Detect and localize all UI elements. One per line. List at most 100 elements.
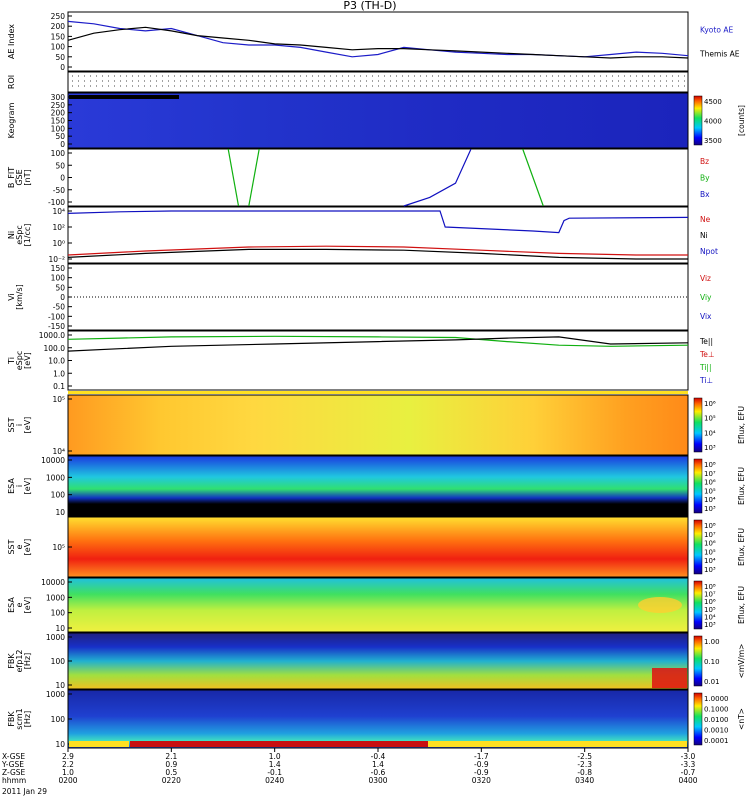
bfit-ylabel-0: B_FIT xyxy=(7,167,16,188)
fbk_b-spectrogram xyxy=(68,690,688,748)
keogram-cbtick-1: 4000 xyxy=(704,118,722,126)
keogram-ytick-2: 100 xyxy=(51,124,66,133)
panel-bfit: B_FIT GSE [nT] -100 -50 0 50 100 Bz By Bx xyxy=(7,148,710,207)
esa_i-cbtick-1: 10⁷ xyxy=(704,470,716,478)
fbk_e-ytick-0: 10 xyxy=(55,681,65,690)
panel-roi: ROI xyxy=(7,71,689,93)
fbk_b-ylabel-0: FBK xyxy=(7,711,16,727)
temperature-ytick-1: 1.0 xyxy=(53,369,65,378)
time-tick-y-3: 1.4 xyxy=(372,760,384,769)
velocity-ylabel-0: Vi xyxy=(7,293,16,301)
esa_i-cbtick-3: 10⁵ xyxy=(704,487,716,495)
velocity-ytick-6: 150 xyxy=(51,264,66,273)
bfit-ylabel-1: GSE xyxy=(15,169,24,185)
time-row-label-0: X-GSE xyxy=(2,752,25,761)
sst_e-cbtick-4: 10⁴ xyxy=(704,557,716,565)
esa_e-ytick-3: 10000 xyxy=(41,578,65,587)
esa_i-ylabel-2: [eV] xyxy=(23,478,32,495)
chart-title: P3 (TH-D) xyxy=(343,0,396,12)
sst_i-cblabel: Eflux, EFU xyxy=(737,406,746,444)
esa_e-cbtick-0: 10⁸ xyxy=(704,583,716,591)
sst_e-spectrogram xyxy=(68,517,688,577)
panel-esa_i: ESA i [eV] 10 100 1000 10000 10⁸10⁷10⁶10⁵10⁴10³… xyxy=(7,455,746,517)
keogram-ylabel-0: Keogram xyxy=(7,102,16,138)
bfit-series-1 xyxy=(248,148,260,207)
bfit-series-2 xyxy=(403,148,472,207)
time-row-label-2: Z-GSE xyxy=(2,768,26,777)
temperature-legend-2: Ti|| xyxy=(699,363,712,372)
time-row-label-1: Y-GSE xyxy=(1,760,24,769)
time-tick-x-4: -1.7 xyxy=(474,752,489,761)
panel-sst_i: SST i [eV] 10⁴ 10⁵ 10⁶ 10⁵ 10⁴ 10³ Eflux, EFU xyxy=(7,394,746,456)
sst_e-ylabel-1: e xyxy=(15,544,24,549)
temperature-ylabel-0: Ti xyxy=(7,357,16,365)
velocity-ytick-2: -50 xyxy=(53,303,65,312)
fbk_e-ytick-2: 1000 xyxy=(46,633,65,642)
time-tick-x-1: 2.1 xyxy=(165,752,177,761)
density-series-0 xyxy=(67,210,689,234)
sst_i-cbtick-1: 10⁵ xyxy=(704,415,716,423)
keogram-ytick-1: 50 xyxy=(55,132,65,141)
bfit-ytick-0: -100 xyxy=(48,198,65,207)
temperature-series-1 xyxy=(67,336,689,352)
panel-esa_e: ESA e [eV] 10 100 1000 10000 10⁸10⁷10⁶10⁵10⁴10³… xyxy=(7,577,746,633)
sst_i-cbtick-2: 10⁴ xyxy=(704,429,716,437)
sst_i-ylabel-0: SST xyxy=(7,417,16,432)
esa_i-ytick-3: 10000 xyxy=(41,456,65,465)
esa_e-cbtick-5: 10³ xyxy=(704,621,716,629)
fbk_e-cblabel: <mV/m> xyxy=(737,644,746,679)
sst_i-frame xyxy=(67,394,689,456)
sst_i-ylabel-1: i xyxy=(15,424,24,426)
temperature-frame xyxy=(67,330,689,391)
time-axis: 2.92.21.002002.10.90.502201.01.4-0.10240… xyxy=(1,748,698,796)
esa_e-ylabel-1: e xyxy=(15,602,24,607)
time-tick-z-1: 0.5 xyxy=(165,768,177,777)
esa_e-ylabel-0: ESA xyxy=(7,597,16,613)
sst_i-cbtick-0: 10⁶ xyxy=(704,400,716,408)
time-tick-x-2: 1.0 xyxy=(269,752,281,761)
bfit-series-3 xyxy=(522,148,544,207)
sst_i-cbtick-3: 10³ xyxy=(704,444,716,452)
esa_e-colorbar xyxy=(693,580,703,630)
bfit-legend-1: By xyxy=(700,174,710,183)
fbk_b-cbtick-1: 0.1000 xyxy=(704,706,729,714)
time-tick-z-6: -0.7 xyxy=(681,768,696,777)
fbk_e-colorbar xyxy=(693,635,703,687)
esa_i-colorbar xyxy=(693,458,703,514)
fbk_e-ylabel-0: FBK xyxy=(7,653,16,669)
roi-frame xyxy=(67,71,689,93)
temperature-series-0 xyxy=(67,335,689,347)
keogram-cbtick-0: 4500 xyxy=(704,98,722,106)
esa_e-ylabel-2: [eV] xyxy=(23,597,32,614)
esa_e-frame xyxy=(67,577,689,633)
panel-temperature: Ti eSpc [eV] 0.1 1.0 10.0 100.0 1000.0 Te|| Te⊥ Ti… xyxy=(7,330,714,391)
esa_i-ylabel-1: i xyxy=(15,485,24,487)
fbk_b-cbtick-0: 1.0000 xyxy=(704,695,729,703)
velocity-ytick-1: -100 xyxy=(48,312,65,321)
time-tick-y-4: -0.9 xyxy=(474,760,489,769)
sst_e-ytick-0: 10⁵ xyxy=(52,543,65,552)
time-tick-hhmm-2: 0240 xyxy=(265,776,284,785)
esa_i-ytick-0: 10 xyxy=(55,508,65,517)
density-legend-0: Ne xyxy=(700,215,711,224)
fbk-e-block xyxy=(652,668,687,688)
esa_e-cbtick-4: 10⁴ xyxy=(704,613,716,621)
keogram-spectrogram xyxy=(68,93,688,148)
esa_i-spectrogram xyxy=(68,456,688,516)
esa_i-frame xyxy=(67,455,689,517)
bfit-frame xyxy=(67,148,689,207)
time-tick-z-3: -0.6 xyxy=(371,768,386,777)
temperature-legend-0: Te|| xyxy=(699,337,713,346)
sst_e-cblabel: Eflux, EFU xyxy=(737,528,746,566)
velocity-ytick-3: 0 xyxy=(60,293,65,302)
sst_e-cbtick-0: 10⁸ xyxy=(704,522,716,530)
bfit-series-0 xyxy=(227,148,240,207)
ae-ytick-1: 50 xyxy=(55,53,65,62)
time-row-label-3: hhmm xyxy=(2,776,26,785)
velocity-ytick-0: -150 xyxy=(48,322,65,331)
